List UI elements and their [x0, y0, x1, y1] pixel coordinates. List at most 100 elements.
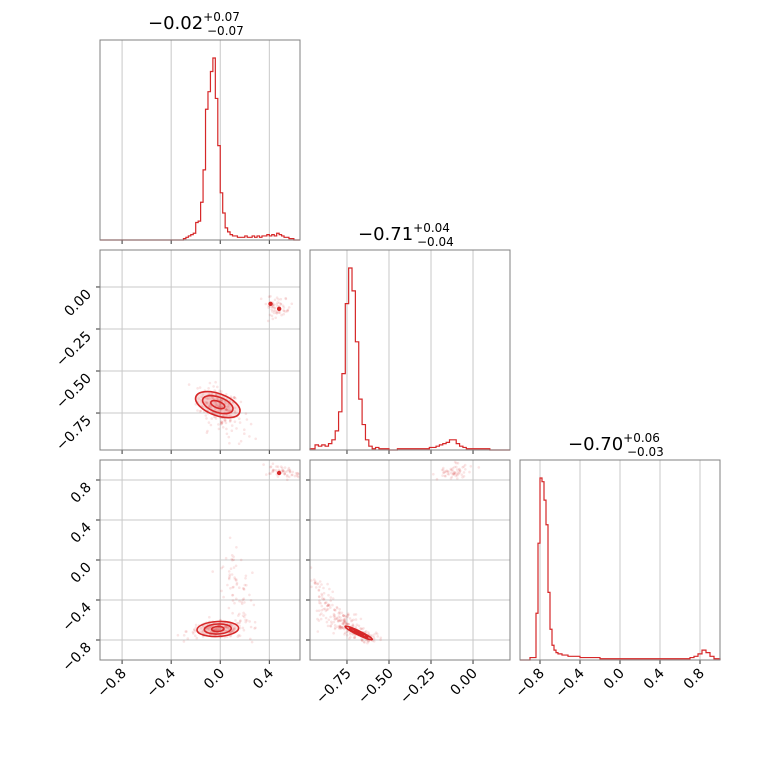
scatter-param-2-vs-3-point — [324, 616, 328, 620]
scatter-param-2-vs-3-point — [338, 610, 341, 614]
scatter-param-1-vs-3-point — [238, 621, 241, 625]
scatter-param-1-vs-2-points — [187, 295, 294, 446]
scatter-param-1-vs-3-point — [293, 474, 297, 478]
scatter-param-1-vs-2-point — [206, 397, 210, 401]
scatter-param-1-vs-2-ytick-label: 0.00 — [61, 286, 94, 319]
scatter-param-1-vs-2-point — [230, 429, 234, 433]
scatter-param-2-vs-3-point — [338, 624, 341, 628]
scatter-param-2-vs-3-point — [449, 477, 453, 480]
scatter-param-1-vs-2-point — [205, 401, 208, 405]
scatter-param-2-vs-3-point — [458, 467, 461, 471]
scatter-param-1-vs-3-point — [288, 469, 291, 473]
scatter-param-1-vs-3-ytick-label: 0.8 — [68, 480, 95, 507]
scatter-param-1-vs-2-point — [233, 396, 236, 399]
scatter-param-2-vs-3-point — [334, 617, 337, 621]
scatter-param-2-vs-3-point — [352, 636, 356, 639]
scatter-param-1-vs-2-point — [221, 399, 224, 402]
scatter-param-2-vs-3-point — [317, 619, 321, 622]
scatter-param-2-vs-3-point — [371, 634, 374, 637]
scatter-param-1-vs-2-point — [229, 395, 233, 399]
scatter-param-1-vs-3-point — [227, 576, 231, 580]
title-param-3-lower: −0.03 — [627, 445, 664, 459]
scatter-param-1-vs-3-point — [206, 627, 210, 631]
scatter-param-2-vs-3-point — [340, 625, 344, 629]
scatter-param-1-vs-3-point — [220, 589, 223, 593]
scatter-param-2-vs-3-point — [345, 615, 348, 619]
scatter-param-2-vs-3-point — [362, 627, 365, 630]
scatter-param-1-vs-2-point — [217, 409, 220, 412]
scatter-param-2-vs-3-point — [342, 623, 346, 626]
scatter-param-1-vs-3-point — [287, 468, 290, 472]
scatter-param-1-vs-3-point — [244, 618, 247, 622]
scatter-param-2-vs-3-point — [338, 612, 342, 615]
scatter-param-1-vs-2-point — [273, 298, 277, 302]
scatter-param-1-vs-3-point — [271, 469, 275, 472]
scatter-param-1-vs-2-ytick-label: −0.75 — [53, 413, 95, 455]
scatter-param-1-vs-3-point — [192, 632, 195, 635]
scatter-param-1-vs-2-point — [220, 420, 223, 423]
histogram-param-1-frame — [99, 39, 301, 241]
scatter-param-1-vs-3-point — [239, 619, 242, 622]
scatter-param-2-vs-3-point — [339, 619, 343, 622]
scatter-param-1-vs-3-point — [249, 625, 253, 629]
scatter-param-1-vs-2-point — [220, 420, 223, 424]
scatter-param-2-vs-3-point — [346, 615, 350, 619]
scatter-param-1-vs-3-point — [230, 573, 234, 576]
scatter-param-1-vs-3-point — [252, 603, 256, 607]
scatter-param-1-vs-3-point — [235, 583, 239, 586]
scatter-param-2-vs-3-point — [335, 616, 339, 620]
scatter-param-1-vs-3-point — [242, 587, 246, 591]
scatter-param-2-vs-3-point — [322, 598, 326, 601]
scatter-param-2-vs-3-frame — [309, 459, 511, 661]
scatter-param-2-vs-3-point — [326, 604, 330, 607]
scatter-param-1-vs-2-point — [196, 387, 199, 390]
scatter-param-1-vs-2-point — [271, 317, 275, 321]
scatter-param-2-vs-3-point — [323, 607, 327, 611]
scatter-param-2-vs-3-point — [455, 461, 458, 465]
scatter-param-2-vs-3-point — [351, 624, 355, 628]
scatter-param-2-vs-3-point — [332, 615, 336, 618]
scatter-param-1-vs-2-point — [208, 381, 212, 385]
scatter-param-1-vs-2-point — [224, 401, 228, 405]
scatter-param-2-vs-3-point — [335, 605, 339, 609]
scatter-param-1-vs-3-point — [234, 619, 237, 622]
scatter-param-1-vs-3-ytick-label: 0.4 — [68, 519, 95, 546]
scatter-param-1-vs-2-point — [220, 390, 223, 393]
scatter-param-2-vs-3-point — [348, 631, 352, 634]
scatter-param-1-vs-3-point — [227, 577, 231, 581]
histogram-param-3-xtick-label: 0.4 — [641, 665, 668, 692]
scatter-param-2-vs-3-point — [453, 472, 457, 476]
scatter-param-1-vs-3-point — [233, 576, 236, 579]
scatter-param-2-vs-3-point — [318, 595, 321, 599]
scatter-param-2-vs-3-point — [450, 475, 454, 479]
scatter-param-1-vs-2-point — [279, 303, 283, 306]
scatter-param-1-vs-2-point — [282, 309, 285, 312]
scatter-param-2-vs-3-point — [461, 476, 464, 479]
scatter-param-1-vs-3-point — [243, 613, 247, 616]
histogram-panel-param-3: −0.8 −0.4 0.0 0.4 0.8 — [512, 459, 721, 701]
scatter-param-1-vs-3-point — [208, 628, 211, 631]
scatter-param-2-vs-3-point — [359, 617, 363, 621]
scatter-param-1-vs-2-point — [275, 302, 279, 306]
scatter-param-1-vs-3-point — [242, 597, 246, 600]
scatter-param-1-vs-3-point — [231, 558, 234, 562]
scatter-param-2-vs-3-point — [344, 614, 347, 618]
scatter-param-2-vs-3-point — [367, 632, 371, 636]
scatter-param-1-vs-3-point — [194, 626, 198, 629]
scatter-param-1-vs-3-point — [214, 626, 218, 630]
scatter-param-1-vs-3-point — [296, 475, 299, 478]
scatter-param-2-vs-3-point — [326, 607, 330, 611]
scatter-param-1-vs-3-point — [297, 475, 300, 479]
scatter-param-1-vs-3-point — [275, 465, 278, 468]
scatter-param-1-vs-3-point — [227, 606, 231, 610]
scatter-param-2-vs-3-point — [338, 624, 342, 628]
scatter-param-1-vs-3-frame — [99, 459, 301, 661]
scatter-param-2-vs-3-point — [343, 621, 346, 624]
scatter-param-1-vs-3-xtick-label: −0.8 — [95, 666, 130, 701]
scatter-param-1-vs-2-point — [227, 403, 231, 407]
scatter-param-1-vs-2-point — [225, 432, 229, 436]
scatter-param-1-vs-3-point — [194, 630, 197, 633]
scatter-param-1-vs-2-point — [230, 424, 234, 427]
scatter-param-1-vs-3-point — [285, 470, 289, 473]
scatter-param-1-vs-2-point — [282, 309, 286, 313]
